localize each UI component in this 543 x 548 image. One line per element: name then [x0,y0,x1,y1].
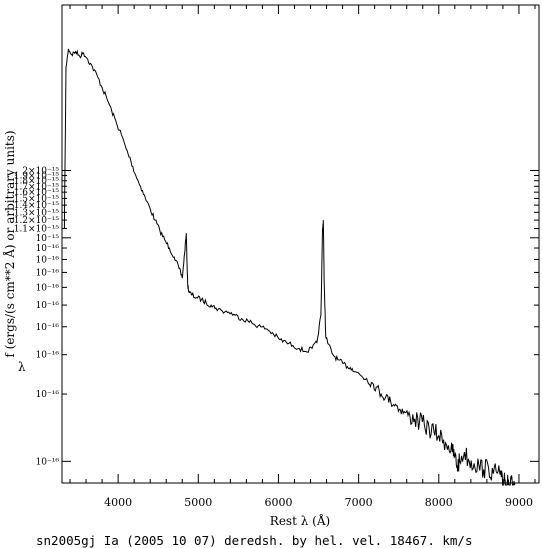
y-axis-title-subscript: λ [18,360,26,374]
y-tick-label: 10⁻¹⁶ [36,457,60,467]
spectrum-line [63,48,516,486]
y-tick-label: 1.2×10⁻¹⁵ [14,216,60,226]
x-axis-ticks: 4000 5000 6000 7000 8000 9000 [69,5,536,509]
y-tick-label: 10⁻¹⁶ [36,301,60,311]
y-tick-label: 2×10⁻¹⁵ [22,167,59,177]
y-axis-title-group: f (ergs/(s cm**2 Å) or arbitrary units) [2,130,17,357]
x-tick-label: 8000 [425,496,453,509]
y-tick-label: 10⁻¹⁶ [36,351,60,361]
y-tick-label: 10⁻¹⁵ [36,234,60,244]
x-tick-label: 4000 [104,496,132,509]
plot-frame [61,4,540,484]
y-tick-label: 1.8×10⁻¹⁵ [14,177,60,187]
y-tick-label: 10⁻¹⁶ [36,244,60,254]
y-tick-label: 1.5×10⁻¹⁵ [14,194,60,204]
y-tick-label: 10⁻¹⁶ [36,323,60,333]
y-tick-label: 10⁻¹⁶ [36,390,60,400]
x-tick-label: 6000 [264,496,292,509]
x-tick-label: 9000 [505,496,533,509]
series-group [63,48,516,486]
x-tick-label: 7000 [345,496,373,509]
x-tick-label: 5000 [184,496,212,509]
y-tick-label: 10⁻¹⁶ [36,268,60,278]
y-tick-label: 1.3×10⁻¹⁵ [14,208,60,218]
y-tick-label: 10⁻¹⁶ [36,255,60,265]
y-tick-label: 1.7×10⁻¹⁵ [14,182,60,192]
y-axis-title: f (ergs/(s cm**2 Å) or arbitrary units) [2,130,17,357]
y-tick-label: 1.9×10⁻¹⁵ [14,171,60,181]
y-tick-label: 1.1×10⁻¹⁵ [14,225,60,235]
y-axis-ticks: 10⁻¹⁶10⁻¹⁶10⁻¹⁶10⁻¹⁶10⁻¹⁶10⁻¹⁶10⁻¹⁶10⁻¹⁶… [14,167,539,467]
y-tick-label: 1.4×10⁻¹⁵ [14,201,60,211]
caption: sn2005gj Ia (2005 10 07) deredsh. by hel… [36,533,473,548]
y-tick-label: 1.6×10⁻¹⁵ [14,188,60,198]
x-axis-title: Rest λ (Å) [270,513,330,528]
y-tick-label: 10⁻¹⁶ [36,283,60,293]
